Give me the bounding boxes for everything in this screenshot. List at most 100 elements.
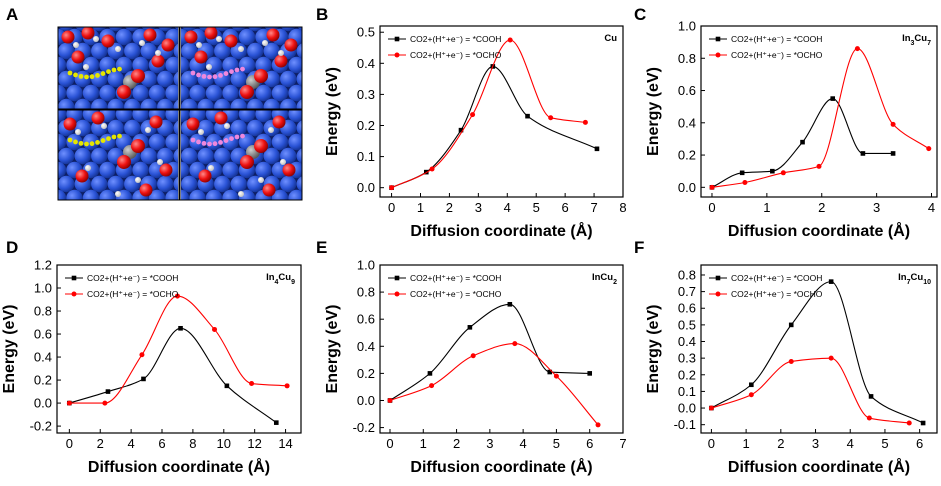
hydrogen-atom	[83, 64, 89, 70]
metal-atom	[59, 27, 74, 32]
metal-atom	[74, 98, 91, 109]
x-tick-label: 1	[743, 436, 750, 451]
metal-atom	[288, 189, 302, 200]
metal-atom	[157, 175, 174, 193]
metal-atom	[238, 28, 256, 46]
metal-atom	[255, 56, 272, 74]
structure-tile	[165, 110, 329, 220]
metal-atom	[125, 27, 140, 32]
ocho-legend-marker	[394, 52, 400, 58]
metal-atom	[230, 175, 247, 193]
metal-atom	[124, 204, 140, 220]
cooh-legend-marker	[394, 275, 400, 281]
metal-atom	[33, 57, 49, 73]
cooh-legend-marker	[394, 36, 400, 42]
metal-atom	[91, 175, 108, 193]
cooh-series-line	[69, 327, 277, 424]
y-tick-label: 0.2	[34, 373, 52, 388]
y-axis-label: Energy (eV)	[1, 305, 18, 394]
ocho-legend-marker	[715, 291, 721, 297]
oxygen-atom	[274, 54, 288, 68]
metal-atom	[189, 189, 206, 200]
cooh-data-point	[525, 113, 530, 119]
ocho-data-point	[429, 166, 435, 172]
metal-atom	[280, 98, 297, 109]
path-bead	[196, 139, 201, 145]
x-tick-label: 7	[619, 436, 626, 451]
metal-atom	[288, 110, 302, 123]
cooh-data-point	[458, 127, 464, 133]
metal-atom	[305, 29, 321, 45]
metal-atom	[230, 119, 247, 137]
oxygen-atom	[159, 163, 173, 177]
cooh-data-point	[788, 322, 794, 328]
metal-atom	[173, 148, 178, 164]
path-bead	[212, 74, 218, 80]
path-bead	[240, 66, 245, 72]
ocho-data-point	[284, 383, 290, 389]
metal-atom	[173, 120, 178, 136]
path-bead	[73, 139, 78, 145]
metal-atom	[107, 175, 124, 193]
metal-atom	[165, 204, 181, 220]
hydrogen-atom	[135, 177, 141, 183]
cooh-data-point	[828, 279, 834, 284]
hydrogen-atom	[208, 165, 214, 171]
metal-atom	[296, 148, 302, 164]
metal-atom	[107, 98, 124, 109]
metal-atom	[91, 204, 107, 220]
oxygen-atom	[272, 115, 286, 129]
cooh-legend-marker	[715, 36, 721, 42]
metal-atom	[255, 110, 272, 123]
metal-atom	[313, 176, 329, 192]
metal-atom	[108, 27, 123, 32]
x-axis-label: Diffusion coordinate (Å)	[728, 221, 910, 240]
x-tick-label: 1	[420, 436, 427, 451]
y-tick-label: 0.4	[34, 350, 52, 365]
y-tick-label: 0.2	[357, 118, 375, 133]
x-tick-label: 8	[189, 436, 196, 451]
oxygen-atom	[186, 117, 200, 131]
metal-atom	[181, 98, 198, 109]
metal-atom	[82, 189, 100, 200]
x-tick-label: 0	[708, 200, 715, 215]
metal-atom	[58, 42, 75, 60]
system-label: InCu2	[592, 272, 617, 286]
x-tick-label: 3	[812, 436, 819, 451]
cooh-data-point	[273, 420, 279, 425]
x-tick-label: 2	[818, 200, 825, 215]
panel-a-label: A	[6, 5, 18, 24]
metal-atom	[214, 42, 231, 60]
x-tick-label: 0	[388, 200, 395, 215]
metal-atom	[205, 189, 223, 200]
ocho-legend-text: CO2+(H⁺+e⁻) = *OCHO	[731, 289, 823, 299]
hydrogen-atom	[280, 159, 286, 165]
path-bead	[106, 69, 111, 74]
metal-atom	[280, 70, 297, 88]
metal-atom	[181, 147, 198, 165]
plot-frame	[379, 25, 624, 198]
ocho-series-line	[711, 357, 910, 424]
cooh-data-point	[749, 382, 754, 388]
metal-atom	[99, 84, 116, 102]
ocho-data-point	[926, 146, 932, 152]
path-bead	[229, 69, 234, 74]
metal-atom	[42, 176, 58, 192]
metal-atom	[132, 110, 149, 123]
metal-atom	[42, 15, 58, 31]
x-tick-label: 0	[708, 436, 715, 451]
metal-atom	[263, 98, 280, 109]
panel-label: F	[634, 238, 644, 257]
metal-atom	[158, 27, 173, 32]
metal-atom	[132, 84, 149, 102]
oxygen-atom	[101, 34, 115, 48]
y-axis-label: Energy (eV)	[324, 305, 341, 394]
metal-atom	[91, 42, 108, 60]
ocho-series-line	[391, 39, 586, 189]
chart-panel-f: F 0 1 2 3 4 5 6 -0.10.0 0.1 0.20.3 0.4 0.50.6 0.7 0.8 D…	[634, 238, 938, 476]
structure-tile	[181, 27, 321, 109]
metal-atom	[247, 42, 264, 60]
metal-atom	[230, 98, 247, 109]
metal-atom	[181, 204, 197, 220]
oxygen-atom	[117, 155, 131, 169]
